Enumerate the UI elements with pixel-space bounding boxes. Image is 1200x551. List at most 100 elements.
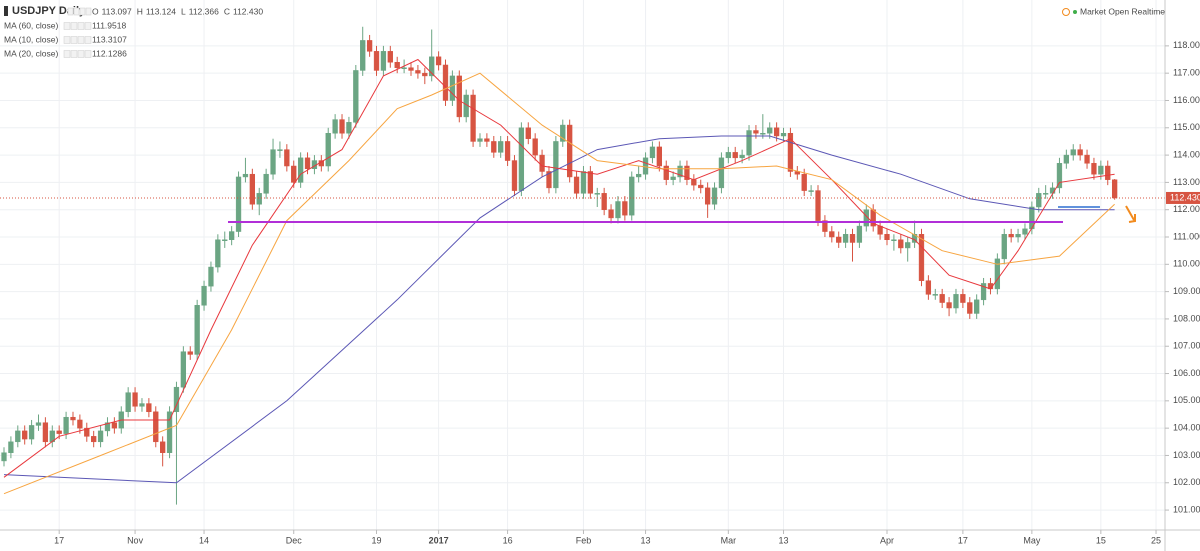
legend-value: 111.9518 xyxy=(92,20,126,30)
candle-body xyxy=(8,441,14,453)
candle-body xyxy=(1056,163,1063,189)
x-tick-label: 16 xyxy=(503,535,513,545)
candle-body xyxy=(394,62,400,68)
x-tick-label: 17 xyxy=(958,535,968,545)
candle-body xyxy=(332,119,338,134)
ohlc-key: C xyxy=(224,6,230,16)
ohlc-header: O 113.097 H 113.124 L 112.366 C 112.430 xyxy=(67,6,263,16)
candle-body xyxy=(1084,154,1090,164)
symbol-title: USDJPY Daily xyxy=(12,5,86,17)
y-tick-label: 118.000 xyxy=(1173,40,1200,50)
marks xyxy=(0,26,1165,505)
candle-body xyxy=(1043,193,1049,195)
candle-body xyxy=(249,173,255,205)
candle-body xyxy=(449,75,456,101)
candle-body xyxy=(787,133,794,172)
candle-body xyxy=(746,130,752,156)
header-button xyxy=(85,7,92,16)
legend-button xyxy=(70,36,78,44)
x-tick-label: 15 xyxy=(1096,535,1106,545)
candle-body xyxy=(677,165,683,178)
candle-body xyxy=(863,209,869,227)
candle-body xyxy=(732,152,738,159)
candle-body xyxy=(822,220,828,232)
candle-body xyxy=(111,422,118,429)
candle-body xyxy=(408,67,414,71)
candle-body xyxy=(504,141,511,161)
candle-body xyxy=(1070,149,1076,156)
candle-body xyxy=(187,351,193,355)
candle-body xyxy=(360,40,366,71)
legend-button xyxy=(77,22,85,30)
y-tick-label: 112.000 xyxy=(1173,204,1200,214)
candle-body xyxy=(387,51,393,63)
candle-body xyxy=(42,422,49,443)
candle-body xyxy=(980,283,987,301)
candle-body xyxy=(629,176,635,216)
candle-body xyxy=(63,416,69,434)
ohlc-value: 113.097 xyxy=(102,6,132,16)
candle-body xyxy=(932,294,938,296)
candle-body xyxy=(622,201,628,216)
candle-body xyxy=(28,425,35,440)
candle-body xyxy=(153,411,159,443)
candle-body xyxy=(228,231,235,240)
candle-body xyxy=(767,127,773,134)
candle-body xyxy=(587,171,594,194)
x-tick-label: 2017 xyxy=(429,535,449,545)
legend-button xyxy=(84,22,92,30)
candle-body xyxy=(380,51,387,71)
candle-body xyxy=(739,154,745,159)
title-marker xyxy=(4,6,8,16)
x-tick-label: May xyxy=(1023,535,1041,545)
candle-body xyxy=(815,190,821,221)
candle-body xyxy=(704,187,711,205)
y-tick-label: 116.000 xyxy=(1173,95,1200,105)
status-icon xyxy=(1062,8,1070,16)
candle-body xyxy=(608,209,614,219)
candle-body xyxy=(222,239,228,241)
ohlc-value: 113.124 xyxy=(146,6,176,16)
last-price-box xyxy=(1166,191,1200,204)
candle-body xyxy=(1098,165,1104,175)
candle-body xyxy=(994,258,1001,290)
candle-body xyxy=(801,173,807,191)
legend-button xyxy=(70,50,78,58)
legend-button xyxy=(70,22,78,30)
legend-button xyxy=(84,36,92,44)
candle-body xyxy=(284,149,290,167)
candle-body xyxy=(560,124,566,142)
legend-name: MA (60, close) xyxy=(4,20,58,30)
x-tick-label: Apr xyxy=(880,535,894,545)
candle-body xyxy=(698,184,704,189)
candle-body xyxy=(511,160,518,191)
ohlc-key: O xyxy=(92,6,99,16)
candle-body xyxy=(532,138,538,156)
candle-body xyxy=(132,392,138,407)
y-tick-label: 109.000 xyxy=(1173,286,1200,296)
y-tick-label: 111.000 xyxy=(1173,231,1200,241)
candle-body xyxy=(663,165,669,180)
candle-body xyxy=(35,422,42,426)
candle-body xyxy=(553,141,559,189)
x-tick-label: 13 xyxy=(779,535,789,545)
candle-body xyxy=(518,127,525,191)
candle-body xyxy=(670,176,676,180)
x-tick-label: 13 xyxy=(641,535,651,545)
candle-body xyxy=(773,127,780,137)
y-tick-label: 115.000 xyxy=(1173,122,1200,132)
candle-body xyxy=(967,302,973,314)
candle-body xyxy=(877,225,883,235)
candle-body xyxy=(849,234,856,243)
candle-body xyxy=(939,294,945,303)
candle-body xyxy=(215,239,221,268)
legend-button xyxy=(77,50,85,58)
candle-body xyxy=(304,157,311,169)
legend: MA (60, close) 111.9518 MA (10, close) 113.… xyxy=(4,20,127,58)
legend-value: 113.3107 xyxy=(92,34,127,44)
candle-body xyxy=(636,173,642,178)
candle-body xyxy=(546,171,552,189)
candle-body xyxy=(760,133,766,135)
y-tick-label: 104.000 xyxy=(1173,423,1200,433)
